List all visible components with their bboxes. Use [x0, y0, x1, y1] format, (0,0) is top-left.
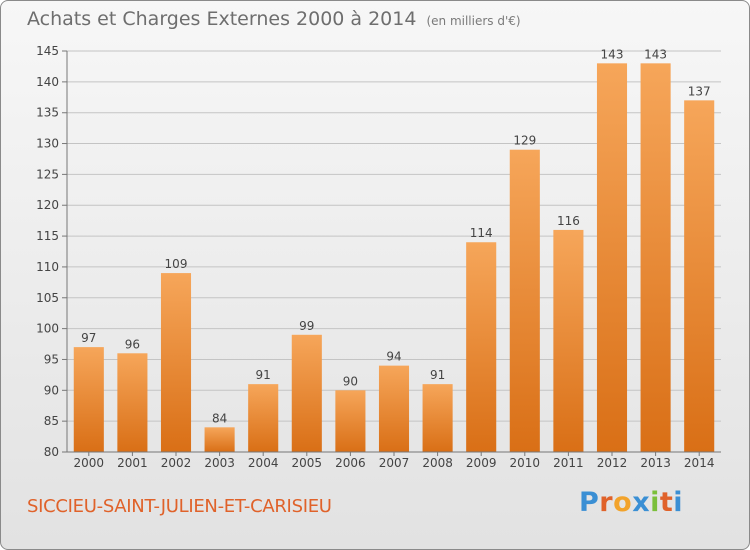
data-label: 143	[601, 47, 624, 61]
x-tick-label: 2002	[161, 456, 192, 470]
bar-2013	[640, 63, 671, 452]
bars	[73, 63, 715, 452]
commune-name: SICCIEU-SAINT-JULIEN-ET-CARISIEU	[27, 496, 332, 517]
logo-letter: P	[579, 487, 600, 518]
bar-2003	[204, 427, 235, 452]
x-tick-label: 2010	[510, 456, 541, 470]
logo-letter: o	[613, 487, 633, 518]
bar-2012	[596, 63, 628, 452]
y-tick-label: 145	[36, 44, 59, 58]
logo-letter: x	[632, 487, 651, 518]
y-tick-label: 105	[36, 291, 59, 305]
x-tick-label: 2006	[335, 456, 366, 470]
x-tick-label: 2008	[422, 456, 453, 470]
y-tick-label: 90	[44, 383, 59, 397]
y-tick-label: 140	[36, 75, 59, 89]
x-axis: 2000 2001 2002 2003 2004 2005 2006 2007 2008 2009…	[67, 451, 721, 470]
x-tick-label: 2009	[466, 456, 497, 470]
y-tick-label: 135	[36, 106, 59, 120]
x-tick-label: 2003	[204, 456, 235, 470]
y-axis: 80 85 90 95 100 105 110 115 120 125 130 135 140 145	[36, 44, 68, 459]
y-tick-label: 110	[36, 260, 59, 274]
logo-letter: r	[599, 487, 614, 518]
proxiti-logo[interactable]: Proxiti	[579, 487, 683, 518]
data-label: 137	[688, 84, 711, 98]
x-tick-label: 2013	[640, 456, 671, 470]
bar-2011	[553, 229, 584, 452]
data-label: 84	[212, 411, 227, 425]
x-tick-label: 2001	[117, 456, 148, 470]
bar-2001	[117, 353, 148, 452]
bar-2004	[248, 384, 279, 452]
y-tick-label: 100	[36, 322, 59, 336]
chart-subtitle: (en milliers d'€)	[426, 14, 521, 28]
logo-letter: t	[659, 487, 674, 518]
y-tick-label: 125	[36, 167, 59, 181]
data-label: 114	[470, 226, 493, 240]
bar-2002	[160, 273, 192, 452]
data-label: 90	[343, 374, 358, 388]
x-tick-label: 2011	[553, 456, 584, 470]
data-label: 116	[557, 214, 580, 228]
y-tick-label: 80	[44, 445, 59, 459]
bar-2006	[335, 390, 366, 452]
chart-title-text: Achats et Charges Externes 2000 à 2014	[27, 8, 417, 30]
data-label: 143	[644, 47, 667, 61]
data-label: 109	[165, 257, 188, 271]
y-tick-label: 95	[44, 352, 59, 366]
x-tick-label: 2000	[74, 456, 105, 470]
data-label: 96	[125, 337, 140, 351]
y-tick-label: 130	[36, 137, 59, 151]
bar-2009	[466, 242, 497, 452]
bar-2000	[73, 347, 104, 452]
chart-title: Achats et Charges Externes 2000 à 2014 (e…	[27, 8, 521, 30]
bar-2007	[378, 365, 410, 452]
y-tick-label: 85	[44, 414, 59, 428]
x-tick-label: 2004	[248, 456, 279, 470]
x-tick-label: 2014	[684, 456, 715, 470]
bar-2010	[509, 149, 540, 452]
data-label: 97	[81, 331, 96, 345]
data-label: 129	[513, 134, 536, 148]
data-label: 99	[299, 319, 314, 333]
y-tick-label: 115	[36, 229, 59, 243]
data-label: 91	[256, 368, 271, 382]
x-tick-label: 2005	[292, 456, 323, 470]
x-tick-label: 2012	[597, 456, 628, 470]
bar-2005	[291, 334, 322, 452]
bar-2014	[684, 100, 715, 452]
data-label: 91	[430, 368, 445, 382]
logo-letter: i	[650, 487, 660, 518]
logo-letter: i	[673, 487, 684, 518]
bar-2008	[422, 384, 453, 452]
data-label: 94	[386, 350, 401, 364]
data-labels: 97 96 109 84 91 99 90 94 91 114 129 116 143 143 137	[81, 47, 710, 425]
x-tick-label: 2007	[379, 456, 410, 470]
y-tick-label: 120	[36, 198, 59, 212]
